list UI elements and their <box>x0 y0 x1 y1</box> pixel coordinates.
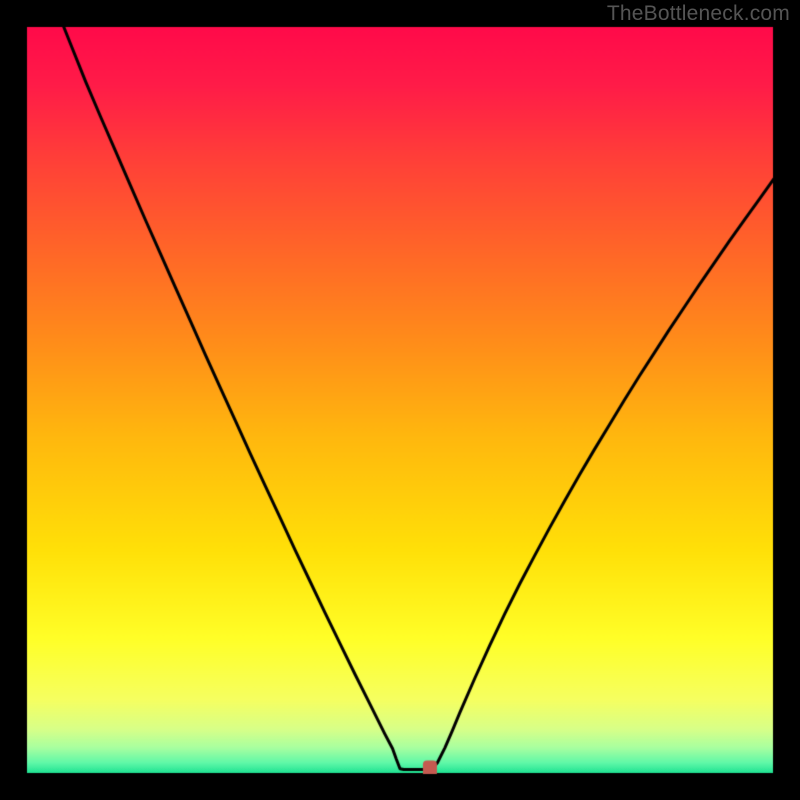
watermark-text: TheBottleneck.com <box>607 2 790 26</box>
bottleneck-chart-canvas <box>0 0 800 800</box>
chart-container: TheBottleneck.com <box>0 0 800 800</box>
